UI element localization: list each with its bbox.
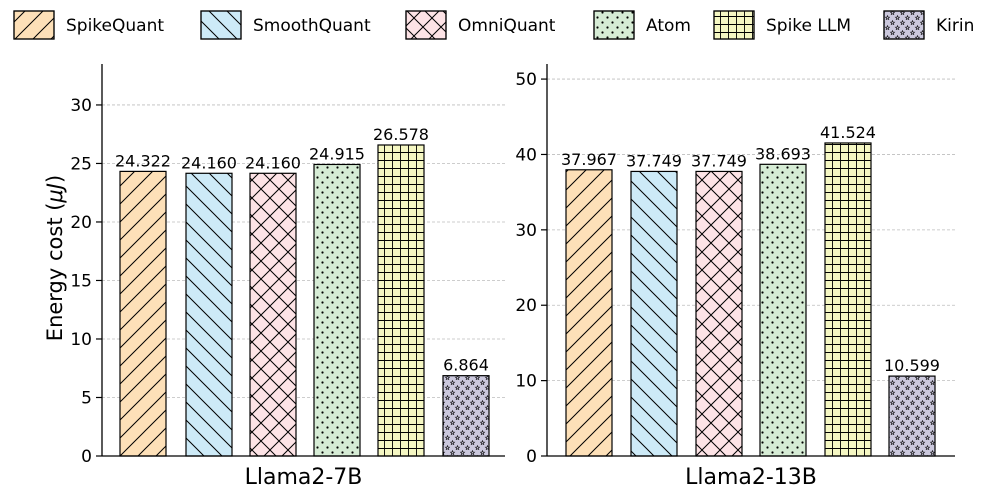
legend-label-smoothquant: SmoothQuant — [253, 16, 371, 36]
llama2-7b-bar-hatch-spike-llm — [377, 144, 425, 457]
llama2-13b-bar-smoothquant — [630, 170, 678, 457]
llama2-7b-bar-hatch-smoothquant — [185, 172, 233, 457]
legend-hatch-spikequant — [13, 10, 55, 40]
llama2-13b-bar-hatch-omniquant — [695, 170, 743, 457]
llama2-13b-bar-hatch-kirin — [888, 375, 936, 457]
llama2-7b-bar-hatch-spikequant — [119, 170, 167, 457]
llama2-7b-bar-hatch-kirin — [442, 375, 490, 457]
llama2-7b-ytick-label-10: 10 — [70, 330, 92, 350]
llama2-7b-ytick-label-20: 20 — [70, 213, 92, 233]
llama2-13b-bar-spikequant — [565, 169, 613, 457]
llama2-13b-ytick-label-50: 50 — [515, 70, 537, 90]
llama2-13b-bar-hatch-atom — [759, 163, 807, 457]
llama2-13b-ytick-label-0: 0 — [526, 447, 537, 467]
y-axis-title: Energy cost (μJ) — [43, 175, 67, 341]
llama2-7b-bar-spike-llm — [377, 144, 425, 457]
llama2-7b-bar-hatch-omniquant — [249, 172, 297, 457]
llama2-13b-ytick-label-20: 20 — [515, 296, 537, 316]
legend-entry-spikequant: SpikeQuant — [13, 10, 164, 40]
llama2-7b-bar-spikequant — [119, 170, 167, 457]
legend-hatch-atom — [593, 10, 635, 40]
llama2-7b-ytick-label-30: 30 — [70, 96, 92, 116]
llama2-13b-bar-hatch-spike-llm — [824, 142, 872, 457]
llama2-7b-data-label-smoothquant: 24.160 — [181, 153, 237, 172]
llama2-13b-bar-omniquant — [695, 170, 743, 457]
llama2-7b-ytick-label-15: 15 — [70, 271, 92, 291]
llama2-7b-bar-smoothquant — [185, 172, 233, 457]
llama2-7b-data-label-spike-llm: 26.578 — [373, 125, 429, 144]
llama2-13b-bar-kirin — [888, 375, 936, 457]
legend-hatch-smoothquant — [200, 10, 242, 40]
llama2-7b-bar-hatch-atom — [313, 163, 361, 457]
llama2-7b-data-label-kirin: 6.864 — [443, 356, 489, 375]
legend-label-atom: Atom — [646, 16, 691, 36]
legend-entry-atom: Atom — [593, 10, 691, 40]
llama2-7b-ytick-label-25: 25 — [70, 154, 92, 174]
legend-hatch-kirin — [883, 10, 925, 40]
llama2-13b-bar-spike-llm — [824, 142, 872, 457]
llama2-13b-ytick-label-30: 30 — [515, 221, 537, 241]
llama2-7b-ytick-label-0: 0 — [81, 447, 92, 467]
legend-hatch-spike-llm — [713, 10, 755, 40]
y-axis-title-close: ) — [43, 175, 67, 183]
llama2-13b-bar-atom — [759, 163, 807, 457]
llama2-13b-data-label-smoothquant: 37.749 — [626, 151, 682, 170]
legend-entry-spike-llm: Spike LLM — [713, 10, 851, 40]
llama2-13b-data-label-spike-llm: 41.524 — [820, 123, 876, 142]
legend-label-omniquant: OmniQuant — [458, 16, 556, 36]
llama2-7b-title: Llama2-7B — [245, 465, 363, 490]
llama2-7b-ytick-label-5: 5 — [81, 388, 92, 408]
llama2-13b-ytick-label-10: 10 — [515, 372, 537, 392]
legend-hatch-omniquant — [405, 10, 447, 40]
y-axis-title-unit: μJ — [43, 183, 67, 204]
llama2-13b-title: Llama2-13B — [685, 465, 817, 490]
legend-label-kirin: Kirin — [936, 16, 974, 36]
llama2-7b-bar-omniquant — [249, 172, 297, 457]
llama2-13b-bar-hatch-spikequant — [565, 169, 613, 457]
llama2-13b-bar-hatch-smoothquant — [630, 170, 678, 457]
legend-entry-smoothquant: SmoothQuant — [200, 10, 371, 40]
legend: SpikeQuant SmoothQuant OmniQuant Atom Spike … — [13, 10, 974, 40]
llama2-13b-data-label-spikequant: 37.967 — [561, 150, 617, 169]
panel-llama2-13b: 0 10 20 30 40 50 37.967 37.749 37.749 38.693 41.52… — [515, 64, 955, 490]
legend-entry-kirin: Kirin — [883, 10, 974, 40]
panel-llama2-7b: 0 5 10 15 20 25 30 24.322 24.160 24.160 24.915 26.5… — [70, 64, 505, 490]
llama2-7b-bar-kirin — [442, 375, 490, 457]
llama2-7b-data-label-spikequant: 24.322 — [115, 151, 171, 170]
llama2-13b-data-label-atom: 38.693 — [755, 144, 811, 163]
llama2-7b-data-label-omniquant: 24.160 — [245, 153, 301, 172]
llama2-13b-data-label-omniquant: 37.749 — [691, 151, 747, 170]
llama2-13b-data-label-kirin: 10.599 — [884, 356, 940, 375]
legend-label-spike-llm: Spike LLM — [766, 16, 851, 36]
legend-label-spikequant: SpikeQuant — [66, 16, 164, 36]
y-axis-title-text: Energy cost ( — [43, 203, 67, 342]
llama2-13b-ytick-label-40: 40 — [515, 145, 537, 165]
legend-entry-omniquant: OmniQuant — [405, 10, 556, 40]
llama2-7b-bar-atom — [313, 163, 361, 457]
llama2-7b-data-label-atom: 24.915 — [309, 144, 365, 163]
